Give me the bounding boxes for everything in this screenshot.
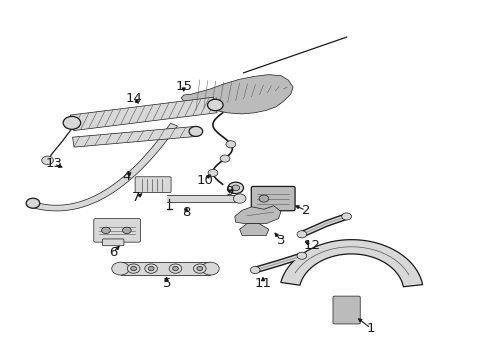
Circle shape bbox=[26, 198, 40, 208]
Text: 5: 5 bbox=[162, 277, 171, 290]
Polygon shape bbox=[181, 75, 292, 114]
Text: 9: 9 bbox=[224, 185, 233, 198]
Circle shape bbox=[231, 185, 239, 191]
Circle shape bbox=[41, 156, 53, 165]
Polygon shape bbox=[72, 126, 196, 147]
FancyBboxPatch shape bbox=[332, 296, 360, 324]
Circle shape bbox=[296, 252, 306, 259]
Text: 15: 15 bbox=[175, 80, 192, 93]
FancyBboxPatch shape bbox=[251, 186, 294, 211]
FancyBboxPatch shape bbox=[135, 177, 171, 193]
Circle shape bbox=[208, 169, 217, 176]
Polygon shape bbox=[26, 123, 177, 211]
Text: 14: 14 bbox=[125, 92, 142, 105]
Text: 7: 7 bbox=[132, 192, 141, 204]
FancyBboxPatch shape bbox=[102, 239, 123, 246]
Text: 11: 11 bbox=[254, 277, 271, 290]
Circle shape bbox=[259, 195, 268, 202]
Polygon shape bbox=[70, 97, 217, 131]
Text: 10: 10 bbox=[196, 174, 213, 186]
Circle shape bbox=[233, 194, 245, 203]
Circle shape bbox=[341, 213, 351, 220]
Circle shape bbox=[220, 155, 229, 162]
Circle shape bbox=[172, 266, 178, 271]
Circle shape bbox=[144, 264, 157, 273]
Circle shape bbox=[169, 264, 182, 273]
Circle shape bbox=[193, 264, 205, 273]
Text: 13: 13 bbox=[45, 157, 62, 170]
Circle shape bbox=[148, 266, 154, 271]
Circle shape bbox=[63, 116, 81, 129]
Circle shape bbox=[122, 227, 131, 234]
Text: 4: 4 bbox=[122, 170, 131, 183]
Text: 8: 8 bbox=[182, 206, 190, 219]
Circle shape bbox=[227, 182, 243, 194]
Text: 6: 6 bbox=[109, 246, 117, 258]
Circle shape bbox=[201, 262, 219, 275]
Circle shape bbox=[130, 266, 136, 271]
Circle shape bbox=[296, 231, 306, 238]
Circle shape bbox=[250, 266, 260, 274]
Polygon shape bbox=[234, 206, 281, 224]
Polygon shape bbox=[280, 240, 422, 287]
Circle shape bbox=[112, 262, 129, 275]
FancyBboxPatch shape bbox=[94, 219, 140, 242]
Circle shape bbox=[127, 264, 140, 273]
Text: 3: 3 bbox=[276, 234, 285, 247]
Text: 1: 1 bbox=[366, 322, 374, 335]
Text: 12: 12 bbox=[303, 239, 320, 252]
Circle shape bbox=[197, 266, 202, 271]
Circle shape bbox=[207, 99, 223, 111]
Polygon shape bbox=[239, 224, 268, 235]
Text: 2: 2 bbox=[301, 204, 309, 217]
Circle shape bbox=[189, 126, 202, 136]
Circle shape bbox=[102, 227, 110, 234]
Circle shape bbox=[225, 141, 235, 148]
